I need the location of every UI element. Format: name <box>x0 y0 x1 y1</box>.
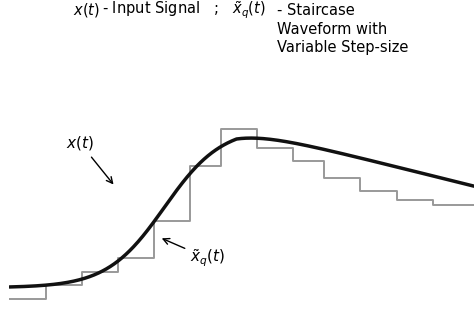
Text: - Input Signal   ;   $\tilde{x}_q(t)$: - Input Signal ; $\tilde{x}_q(t)$ <box>102 0 266 21</box>
Text: $\tilde{x}_q(t)$: $\tilde{x}_q(t)$ <box>163 238 226 269</box>
Text: Waveform with: Waveform with <box>277 22 388 37</box>
Text: $x(t)$: $x(t)$ <box>73 1 100 19</box>
Text: - Staircase: - Staircase <box>277 3 355 17</box>
Text: Variable Step-size: Variable Step-size <box>277 40 409 55</box>
Text: $x(t)$: $x(t)$ <box>66 134 112 183</box>
